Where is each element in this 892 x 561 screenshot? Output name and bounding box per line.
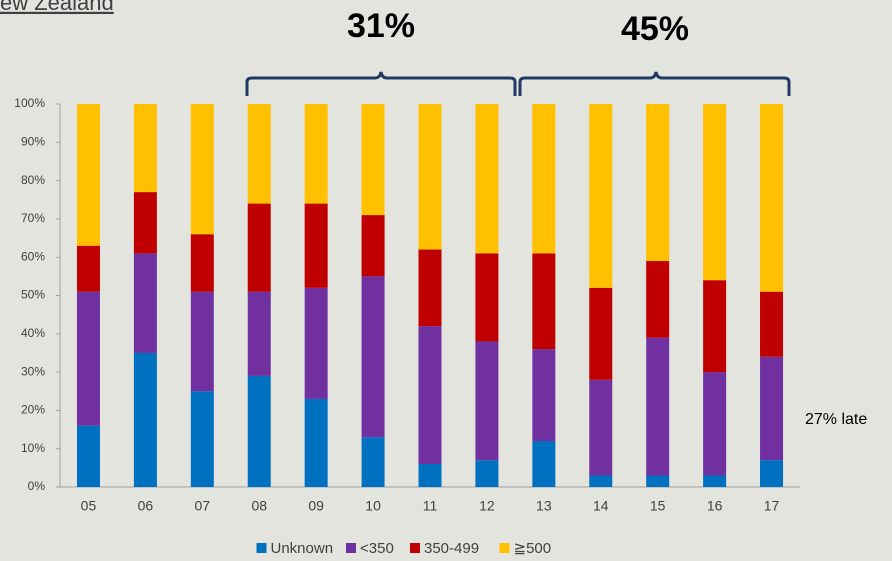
x-tick-label: 10 [365, 498, 381, 514]
x-tick-label: 14 [593, 498, 609, 514]
bar-segment [532, 253, 556, 350]
bar-segment [532, 349, 556, 442]
bar-segment [247, 203, 271, 292]
y-tick-label: 20% [21, 403, 45, 417]
bar-segment [247, 291, 271, 376]
y-tick-label: 30% [21, 364, 45, 378]
bar-segment [418, 326, 442, 465]
x-tick-label: 06 [138, 498, 154, 514]
bar-segment [532, 104, 556, 254]
bar-segment [76, 291, 100, 426]
chart-title: ew Zealand [0, 0, 114, 15]
legend-label: ≧500 [514, 540, 552, 557]
bar-segment [703, 280, 727, 373]
legend-swatch [256, 543, 267, 553]
legend-swatch [499, 543, 510, 553]
bar-segment [133, 352, 157, 487]
bar-segment [703, 372, 727, 476]
bar-segment [190, 291, 214, 392]
bar-segment [133, 253, 157, 353]
bar-segment [646, 261, 670, 338]
bar-segment [190, 391, 214, 487]
bar-segment [703, 104, 727, 281]
bar-segment [247, 104, 271, 204]
bar-segment [304, 104, 328, 204]
y-tick-label: 10% [21, 441, 45, 455]
bar-segment [703, 475, 727, 487]
x-tick-label: 16 [707, 498, 723, 514]
bar-segment [76, 425, 100, 487]
bar-segment [361, 215, 385, 277]
bar-segment [361, 104, 385, 216]
bar-segment [361, 437, 385, 487]
bar-segment [190, 104, 214, 235]
bar-segment [418, 249, 442, 327]
y-tick-label: 80% [21, 173, 45, 187]
legend-label: <350 [360, 540, 394, 557]
bar-segment [475, 460, 499, 487]
bar-segment [247, 375, 271, 487]
x-tick-label: 11 [423, 498, 438, 514]
bar-segment [760, 291, 784, 357]
y-tick-label: 0% [28, 479, 46, 493]
x-tick-label: 09 [308, 498, 324, 514]
x-tick-label: 08 [251, 498, 267, 514]
bar-segment [589, 379, 613, 476]
bar-segment [418, 464, 442, 487]
legend-label: 350-499 [424, 540, 479, 557]
annotation: 45% [621, 10, 689, 48]
y-tick-label: 70% [21, 211, 45, 225]
x-tick-label: 15 [650, 498, 666, 514]
bar-segment [646, 337, 670, 476]
bar-segment [133, 192, 157, 254]
bar-segment [646, 104, 670, 262]
bar-segment [190, 234, 214, 292]
bar-segment [361, 276, 385, 438]
bar-segment [304, 203, 328, 288]
bar-segment [532, 441, 556, 487]
bar-segment [76, 104, 100, 246]
y-tick-label: 90% [21, 134, 45, 148]
bar-segment [76, 245, 100, 292]
bar-segment [760, 460, 784, 487]
bar-segment [589, 104, 613, 288]
bar-segment [133, 104, 157, 193]
x-tick-label: 13 [536, 498, 552, 514]
annotation: 31% [347, 7, 415, 45]
x-tick-label: 07 [195, 498, 211, 514]
legend-swatch [346, 543, 356, 553]
legend-swatch [410, 543, 420, 553]
y-tick-label: 100% [14, 96, 45, 110]
x-tick-label: 12 [479, 498, 495, 514]
y-tick-label: 60% [21, 249, 45, 263]
bar-segment [304, 398, 328, 487]
y-tick-label: 40% [21, 326, 45, 340]
x-tick-label: 05 [81, 498, 97, 514]
x-tick-label: 17 [764, 498, 780, 514]
bar-segment [475, 253, 499, 342]
bracket [518, 71, 791, 96]
bar-segment [304, 287, 328, 399]
bar-segment [760, 356, 784, 461]
bar-segment [589, 475, 613, 487]
annotation: 27% late [805, 411, 867, 428]
bar-segment [475, 104, 499, 254]
y-tick-label: 50% [21, 288, 45, 302]
bar-segment [646, 475, 670, 487]
bracket [245, 71, 517, 96]
legend-label: Unknown [271, 540, 334, 557]
bar-segment [418, 104, 442, 250]
bar-segment [475, 341, 499, 461]
bar-segment [589, 287, 613, 380]
bar-segment [760, 104, 784, 292]
